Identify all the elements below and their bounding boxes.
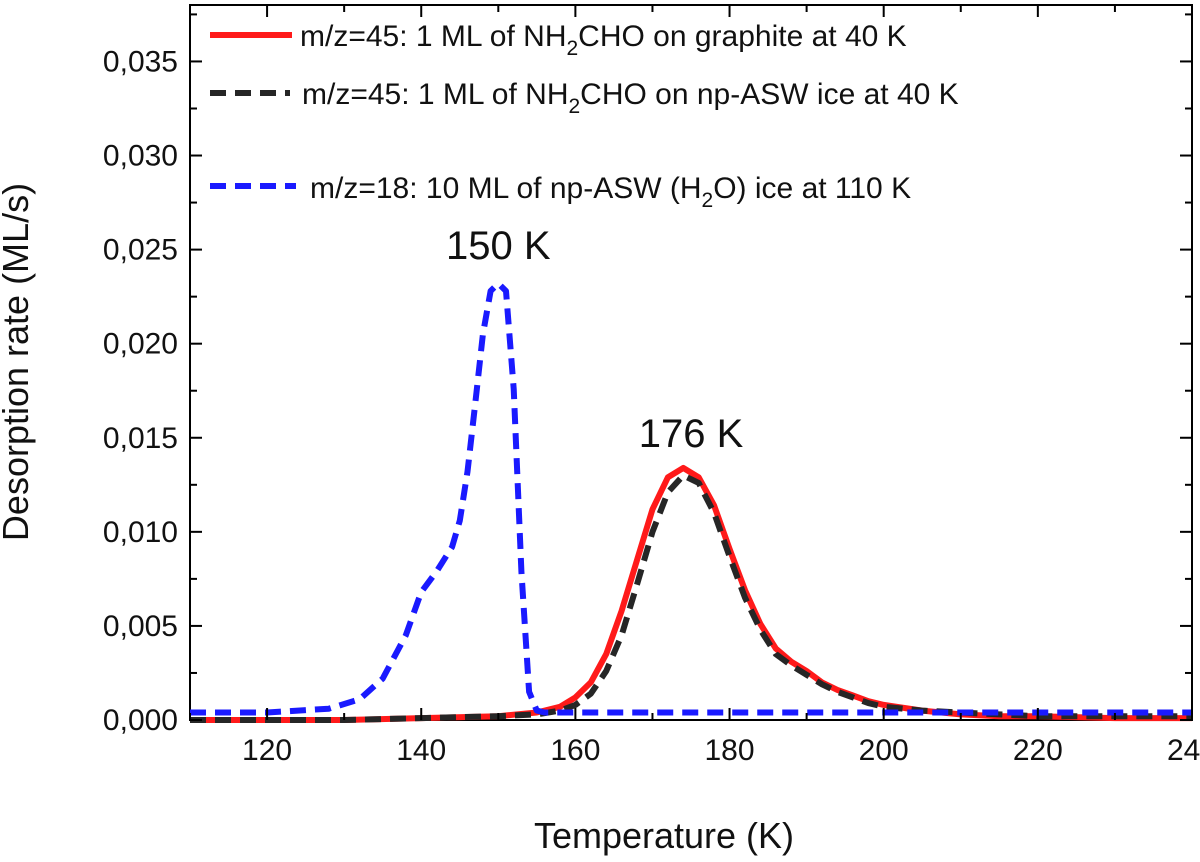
y-axis-title: Desorption rate (ML/s) [0, 183, 36, 541]
x-axis-title: Temperature (K) [534, 815, 794, 856]
y-tick-label: 0,020 [103, 328, 178, 361]
x-tick-label: 240 [1167, 734, 1200, 767]
x-tick-label: 180 [705, 734, 755, 767]
legend: m/z=45: 1 ML of NH2CHO on graphite at 40… [210, 20, 959, 212]
x-tick-label: 160 [550, 734, 600, 767]
y-tick-label: 0,010 [103, 516, 178, 549]
legend-label-2: m/z=45: 1 ML of NH2CHO on np-ASW ice at … [302, 78, 959, 118]
x-tick-label: 140 [396, 734, 446, 767]
y-tick-label: 0,035 [103, 45, 178, 78]
plot-frame [189, 4, 1193, 721]
x-tick-label: 220 [1013, 734, 1063, 767]
x-tick-label: 120 [242, 734, 292, 767]
y-tick-label: 0,000 [103, 704, 178, 737]
y-tick-label: 0,030 [103, 140, 178, 173]
series-line-3 [190, 280, 1192, 716]
series-line-2 [190, 472, 1192, 723]
series-line-1 [190, 464, 1192, 723]
legend-label-3: m/z=18: 10 ML of np-ASW (H2O) ice at 110… [310, 172, 911, 212]
y-tick-label: 0,005 [103, 610, 178, 643]
peak-annotation: 176 K [639, 412, 744, 456]
peak-annotation: 150 K [446, 224, 551, 268]
legend-label-1: m/z=45: 1 ML of NH2CHO on graphite at 40… [300, 20, 907, 60]
series-layer [190, 280, 1192, 723]
y-tick-label: 0,015 [103, 422, 178, 455]
x-tick-label: 200 [859, 734, 909, 767]
ticks-layer: 120 140 160 180 200 220 240 0,000 0,005 0,010 0,01… [103, 5, 1200, 767]
annotation-layer: 150 K 176 K [446, 224, 744, 456]
y-tick-label: 0,025 [103, 234, 178, 267]
